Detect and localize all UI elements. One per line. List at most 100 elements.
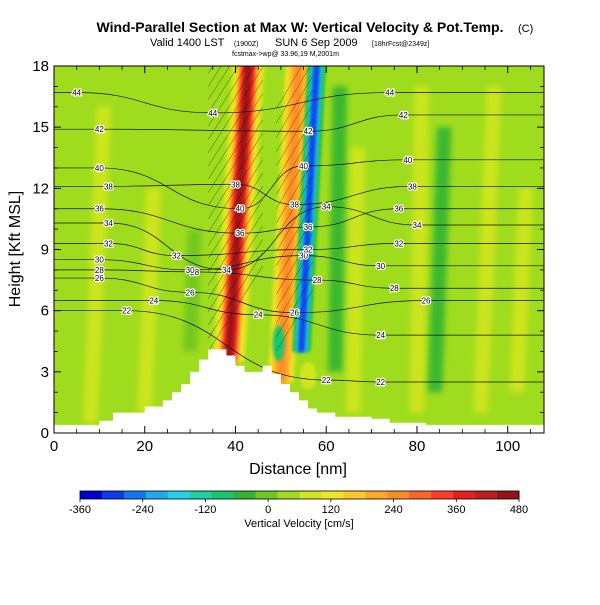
- field-streak-4: [346, 147, 366, 413]
- updraft-contour-20: [208, 66, 222, 87]
- theta-contour-42: [54, 114, 544, 132]
- x-tick-label-20: 20: [136, 438, 153, 455]
- y-axis-label: Height [Kft MSL]: [7, 191, 24, 308]
- updraft-contour-11: [208, 119, 263, 206]
- colorbar-segment-0: [80, 491, 103, 499]
- colorbar-segment-14: [387, 491, 410, 499]
- second-contour-0: [276, 290, 313, 352]
- chart-title: Wind-Parallel Section at Max W: Vertical…: [96, 19, 503, 35]
- x-axis-label: Distance [nm]: [249, 461, 347, 478]
- theta-label-34-3: 34: [413, 221, 422, 230]
- colorbar-segment-5: [189, 491, 213, 499]
- forecast-tag: [18hrFcst@2349z]: [372, 41, 429, 48]
- theta-label-30-1: 30: [186, 266, 195, 275]
- y-tick-label-15: 15: [32, 119, 49, 136]
- theta-label-42-2: 42: [399, 111, 408, 120]
- valid-zulu: (1900Z): [234, 41, 259, 48]
- colorbar-segment-9: [277, 491, 300, 499]
- colorbar-segment-12: [343, 491, 366, 499]
- theta-label-28-3: 28: [390, 284, 399, 293]
- x-tick-label-60: 60: [318, 438, 335, 455]
- second-updraft-3: [277, 66, 303, 383]
- second-contour-2: [276, 261, 313, 324]
- theta-label-40-2: 40: [299, 162, 308, 171]
- theta-label-42-0: 42: [95, 125, 104, 134]
- theta-label-22-2: 22: [376, 378, 385, 387]
- second-contour-6: [276, 204, 313, 266]
- updraft-contour-16: [208, 66, 256, 140]
- theta-label-26-2: 26: [290, 309, 299, 318]
- y-tick-label-12: 12: [32, 180, 49, 197]
- colorbar-label: Vertical Velocity [cm/s]: [244, 518, 353, 530]
- updraft-contour-9: [208, 146, 263, 233]
- updraft-contour-8: [208, 159, 263, 246]
- updraft-contour-3: [208, 225, 263, 312]
- theta-label-32-1: 32: [172, 252, 181, 261]
- y-tick-label-9: 9: [41, 242, 49, 259]
- colorbar-segment-6: [211, 491, 235, 499]
- updraft-contour-17: [208, 66, 247, 127]
- field-streak-5: [409, 86, 429, 413]
- second-contour-7: [276, 190, 313, 252]
- colorbar-segment-10: [299, 491, 322, 499]
- second-contour-16: [276, 66, 311, 124]
- second-contour-10: [276, 147, 313, 209]
- updraft-contour-0: [208, 265, 263, 352]
- field-streak-2: [182, 229, 202, 352]
- theta-label-30-3: 30: [376, 262, 385, 271]
- second-contour-5: [276, 218, 313, 281]
- theta-label-28-0: 28: [95, 266, 104, 275]
- x-tick-label-0: 0: [50, 438, 58, 455]
- colorbar-segment-1: [101, 491, 125, 499]
- colorbar-tick-label-240: 240: [384, 504, 402, 516]
- copyright-mark: (C): [518, 23, 533, 35]
- theta-contour-40: [54, 159, 544, 210]
- theta-label-26-1: 26: [186, 288, 195, 297]
- theta-label-26-0: 26: [95, 274, 104, 283]
- colorbar-tick-label--240: -240: [132, 504, 154, 516]
- theta-label-40-1: 40: [236, 205, 245, 214]
- theta-label-38-1: 38: [231, 180, 240, 189]
- x-tick-label-40: 40: [227, 438, 244, 455]
- second-contour-4: [276, 233, 313, 295]
- colorbar-tick-label-120: 120: [322, 504, 340, 516]
- theta-contour-28: [54, 269, 544, 289]
- updraft-contour-15: [208, 66, 263, 153]
- theta-label-26-3: 26: [422, 296, 431, 305]
- colorbar-tick-label-0: 0: [265, 504, 271, 516]
- updraft-contour-12: [208, 106, 263, 193]
- x-tick-label-80: 80: [409, 438, 426, 455]
- field-streak-6: [427, 127, 452, 393]
- theta-label-34-1: 34: [222, 266, 231, 275]
- colorbar-segment-11: [321, 491, 344, 499]
- theta-label-36-0: 36: [95, 205, 104, 214]
- theta-label-44-1: 44: [208, 109, 217, 118]
- second-contour-1: [276, 275, 313, 338]
- terrain: [54, 349, 544, 433]
- valid-date: SUN 6 Sep 2009: [275, 37, 358, 49]
- colorbar-segment-17: [453, 491, 476, 499]
- colorbar-segment-2: [123, 491, 147, 499]
- x-tick-label-100: 100: [495, 438, 520, 455]
- colorbar-segment-18: [475, 491, 498, 499]
- theta-label-24-2: 24: [376, 331, 385, 340]
- second-contour-8: [276, 175, 313, 238]
- colorbar-segment-19: [497, 491, 520, 499]
- second-contour-14: [276, 90, 313, 152]
- theta-label-32-3: 32: [394, 239, 403, 248]
- theta-contour-36: [54, 208, 544, 234]
- theta-label-22-1: 22: [322, 376, 331, 385]
- theta-label-22-0: 22: [122, 307, 131, 316]
- second-contour-3: [276, 247, 313, 309]
- theta-label-40-0: 40: [95, 164, 104, 173]
- colorbar-frame: [79, 490, 520, 500]
- updraft-contour-10: [208, 133, 263, 220]
- colorbar-tick-label--120: -120: [194, 504, 216, 516]
- updraft-contour-7: [208, 172, 263, 259]
- theta-label-44-2: 44: [385, 89, 394, 98]
